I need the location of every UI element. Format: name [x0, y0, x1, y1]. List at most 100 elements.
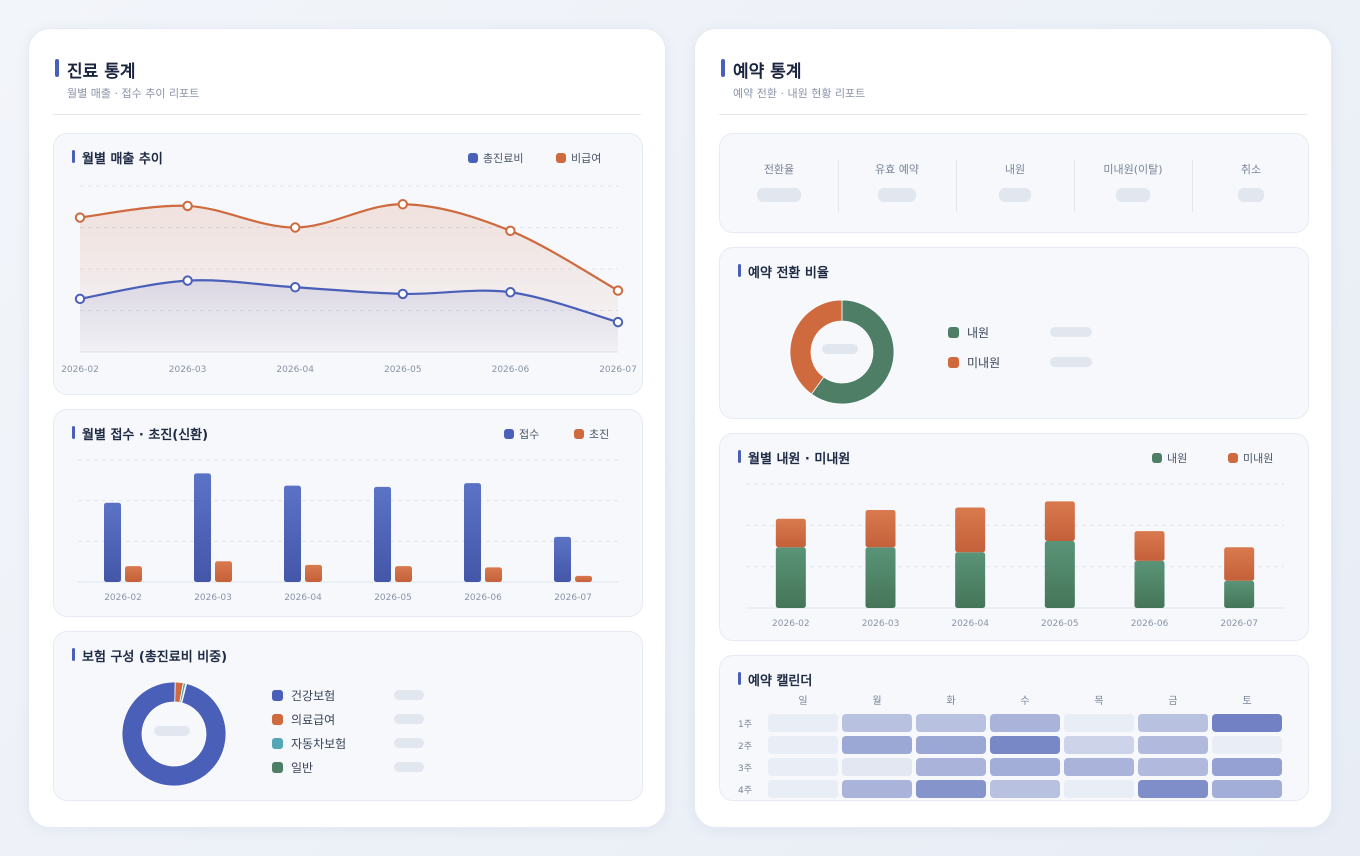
calendar-cell[interactable]: [916, 736, 986, 754]
calendar-week-label: 1주: [738, 720, 753, 730]
bar-reception: [104, 502, 121, 582]
bar-first-visit: [485, 567, 502, 582]
data-point: [505, 287, 516, 298]
monthly-stacked-bar-chart: 2026-02 2026-03 2026-04 2026-05 2026-06 2026-…: [746, 483, 1284, 629]
legend-swatch: [272, 738, 283, 749]
legend-item-first-visit: 초진: [574, 426, 609, 442]
stat-value-placeholder: [1238, 188, 1264, 202]
legend-item-reception: 접수: [504, 426, 539, 442]
donut-center-placeholder: [822, 344, 858, 354]
bar-no-show: [955, 507, 986, 553]
calendar-cell[interactable]: [990, 714, 1060, 732]
calendar-cell[interactable]: [842, 736, 912, 754]
legend-label: 미내원: [967, 356, 1001, 370]
x-tick-label: 2026-02: [104, 593, 142, 603]
calendar-cell[interactable]: [842, 714, 912, 732]
stat-label-valid-reservations: 유효 예약: [875, 163, 919, 176]
calendar-cell[interactable]: [1138, 758, 1208, 776]
x-tick-label: 2026-07: [554, 593, 592, 603]
card-title: 보험 구성 (총진료비 비중): [72, 646, 227, 665]
insurance-donut-chart: [121, 681, 227, 787]
bar-visited: [775, 547, 806, 608]
calendar-cell[interactable]: [990, 780, 1060, 798]
bar-first-visit: [125, 566, 142, 582]
divider: [719, 114, 1307, 115]
calendar-day-header: 금: [1168, 696, 1178, 707]
calendar-cell[interactable]: [990, 758, 1060, 776]
bar-reception: [464, 483, 481, 582]
calendar-cell[interactable]: [1212, 714, 1282, 732]
calendar-cell[interactable]: [1064, 736, 1134, 754]
calendar-cell[interactable]: [1212, 758, 1282, 776]
divider: [956, 160, 957, 212]
calendar-cell[interactable]: [768, 714, 838, 732]
data-point: [74, 212, 86, 223]
bar-visited: [865, 547, 896, 608]
legend-swatch: [1228, 453, 1238, 463]
bar-no-show: [775, 518, 806, 548]
calendar-cell[interactable]: [916, 714, 986, 732]
card-title: 월별 매출 추이: [72, 148, 163, 167]
calendar-cell[interactable]: [842, 758, 912, 776]
data-point: [182, 275, 193, 286]
calendar-cell[interactable]: [916, 780, 986, 798]
calendar-cell[interactable]: [1064, 714, 1134, 732]
x-tick-label: 2026-02: [61, 365, 99, 375]
calendar-day-header: 일: [798, 696, 808, 707]
panel-subtitle: 예약 전환 · 내원 현황 리포트: [733, 87, 866, 100]
line-series-1: [79, 203, 619, 292]
value-placeholder: [394, 762, 424, 772]
calendar-cell[interactable]: [1064, 780, 1134, 798]
card-title: 예약 전환 비율: [738, 262, 829, 281]
divider: [838, 160, 839, 212]
calendar-cell[interactable]: [990, 736, 1060, 754]
legend-item-visited: 내원: [948, 324, 989, 341]
legend-label: 내원: [967, 326, 990, 340]
divider: [53, 114, 641, 115]
calendar-cell[interactable]: [916, 758, 986, 776]
pie-slice: [789, 299, 843, 395]
stat-label-cancelled: 취소: [1240, 163, 1262, 176]
data-point: [74, 293, 86, 305]
calendar-cell[interactable]: [1138, 714, 1208, 732]
calendar-cell[interactable]: [1064, 758, 1134, 776]
calendar-cell[interactable]: [768, 736, 838, 754]
stat-value-placeholder: [757, 188, 801, 202]
x-tick-label: 2026-03: [194, 593, 232, 603]
value-placeholder: [1050, 357, 1092, 367]
calendar-cell[interactable]: [1138, 736, 1208, 754]
legend-label: 내원: [1167, 452, 1188, 465]
bar-first-visit: [305, 564, 322, 582]
calendar-cell[interactable]: [768, 758, 838, 776]
x-tick-label: 2026-05: [374, 593, 412, 603]
bar-reception: [554, 536, 571, 582]
x-tick-label: 2026-05: [1041, 619, 1079, 629]
calendar-cell[interactable]: [768, 780, 838, 798]
legend-swatch: [574, 429, 584, 439]
calendar-cell[interactable]: [1212, 736, 1282, 754]
bar-no-show: [1134, 531, 1165, 561]
stat-label-visited: 내원: [1004, 163, 1026, 176]
calendar-cell[interactable]: [1212, 780, 1282, 798]
x-tick-label: 2026-02: [772, 619, 810, 629]
stat-value-placeholder: [1116, 188, 1150, 202]
conversion-donut-chart: [789, 299, 895, 405]
legend-label: 의료급여: [291, 713, 336, 727]
legend-item-general: 일반: [272, 759, 313, 776]
legend-label: 총진료비: [483, 152, 524, 165]
bar-visited: [1044, 541, 1075, 608]
card-title: 월별 접수 · 초진(신환): [72, 424, 208, 443]
legend-item-no-show: 미내원: [948, 354, 1000, 371]
pie-slice: [810, 299, 895, 405]
donut-center-placeholder: [154, 726, 190, 736]
legend-swatch: [272, 690, 283, 701]
calendar-cell[interactable]: [1138, 780, 1208, 798]
bar-first-visit: [395, 566, 412, 582]
legend-label: 비급여: [571, 152, 602, 165]
pie-slice: [121, 681, 227, 787]
calendar-cell[interactable]: [842, 780, 912, 798]
data-point: [397, 288, 408, 300]
x-tick-label: 2026-04: [276, 365, 314, 375]
reservation-calendar-card: 예약 캘린더 일 월 화 수 목 금 토 1주 2주 3주 4주: [719, 655, 1309, 801]
clinic-stats-panel: 진료 통계 월별 매출 · 접수 추이 리포트 월별 매출 추이 총진료비 비급…: [28, 28, 666, 828]
